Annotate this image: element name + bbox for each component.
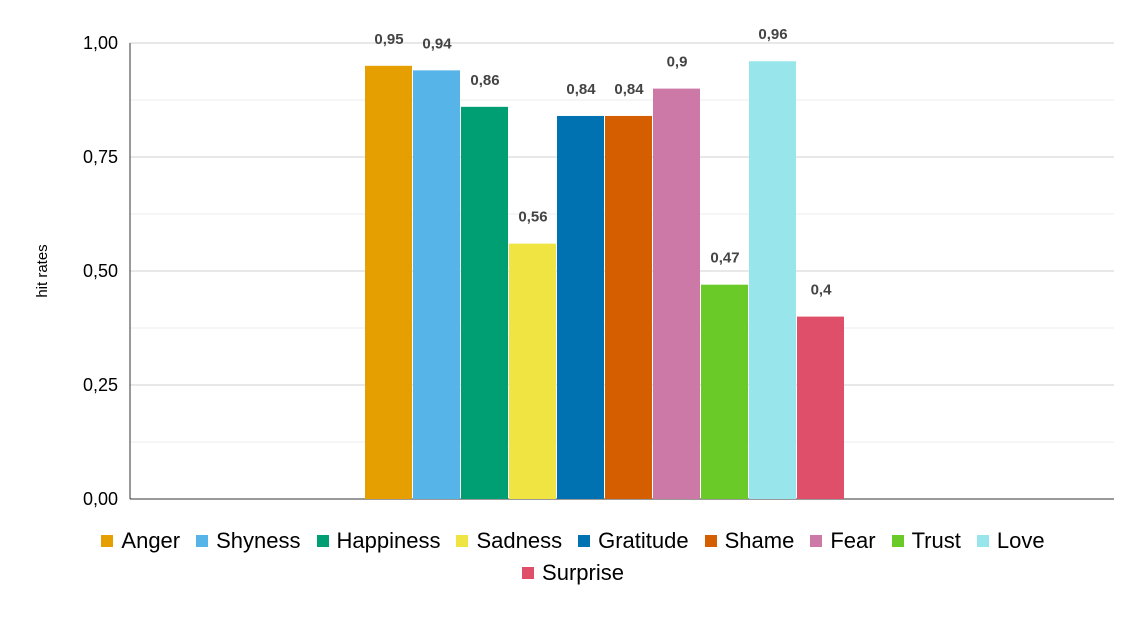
data-label-shame: 0,84 <box>614 81 644 98</box>
bar-love <box>749 61 796 500</box>
bars <box>365 61 844 500</box>
legend-item-gratitude: Gratitude <box>578 530 689 552</box>
bar-fear <box>653 88 700 499</box>
y-axis-ticks: 0,00 0,25 0,50 0,75 1,00 <box>83 33 118 509</box>
legend: Anger Shyness Happiness Sadness Gratitude Sha… <box>40 530 1106 584</box>
legend-label: Trust <box>911 528 961 553</box>
legend-label: Gratitude <box>598 528 689 553</box>
legend-swatch <box>810 535 823 547</box>
legend-label: Love <box>996 528 1045 553</box>
data-label-sadness: 0,56 <box>518 209 547 226</box>
y-axis-label: hit rates <box>34 244 51 297</box>
legend-swatch <box>976 535 989 547</box>
data-label-shyness: 0,94 <box>422 35 452 52</box>
y-tick-label: 0,25 <box>83 375 118 395</box>
legend-swatch <box>316 535 329 547</box>
data-label-happiness: 0,86 <box>470 72 499 89</box>
legend-swatch <box>891 535 904 547</box>
legend-label: Shame <box>724 528 795 553</box>
bar-anger <box>365 65 412 500</box>
y-tick-label: 0,75 <box>83 147 118 167</box>
legend-item-sadness: Sadness <box>456 530 562 552</box>
legend-label: Fear <box>830 528 876 553</box>
data-labels: 0,95 0,94 0,86 0,56 0,84 0,84 0,9 0,47 0,96 0,4 <box>374 26 832 298</box>
data-label-love: 0,96 <box>758 26 787 43</box>
y-tick-label: 0,00 <box>83 489 118 509</box>
data-label-trust: 0,47 <box>710 250 739 267</box>
data-label-surprise: 0,4 <box>811 282 833 299</box>
data-label-fear: 0,9 <box>667 54 688 71</box>
legend-swatch <box>522 567 535 579</box>
bar-surprise <box>797 316 844 499</box>
legend-swatch <box>101 535 114 547</box>
bar-trust <box>701 284 748 499</box>
legend-item-love: Love <box>976 528 1045 553</box>
bar-sadness <box>509 243 556 499</box>
data-label-anger: 0,95 <box>374 31 403 48</box>
legend-swatch <box>456 535 469 547</box>
bar-shame <box>605 115 652 500</box>
bar-happiness <box>461 106 508 499</box>
legend-item-anger: Anger <box>101 530 180 552</box>
legend-item-fear: Fear <box>810 528 876 553</box>
data-label-gratitude: 0,84 <box>566 81 596 98</box>
legend-item-trust: Trust <box>891 528 961 553</box>
y-tick-label: 0,50 <box>83 261 118 281</box>
legend-swatch <box>196 535 209 547</box>
legend-swatch <box>704 535 717 547</box>
y-tick-label: 1,00 <box>83 33 118 53</box>
legend-label: Shyness <box>216 528 301 553</box>
legend-item-surprise: Surprise <box>522 562 624 584</box>
bar-shyness <box>413 70 460 500</box>
legend-swatch <box>578 535 591 547</box>
legend-label: Sadness <box>476 528 563 553</box>
legend-label: Surprise <box>542 560 624 585</box>
legend-item-shyness: Shyness <box>196 528 301 553</box>
bar-gratitude <box>557 115 604 500</box>
legend-item-happiness: Happiness <box>316 528 441 553</box>
bar-chart: 0,00 0,25 0,50 0,75 1,00 0,95 0,94 0,86 0,56 0,8… <box>34 26 1114 509</box>
legend-label: Happiness <box>336 528 441 553</box>
legend-label: Anger <box>121 528 181 553</box>
legend-item-shame: Shame <box>704 528 795 553</box>
